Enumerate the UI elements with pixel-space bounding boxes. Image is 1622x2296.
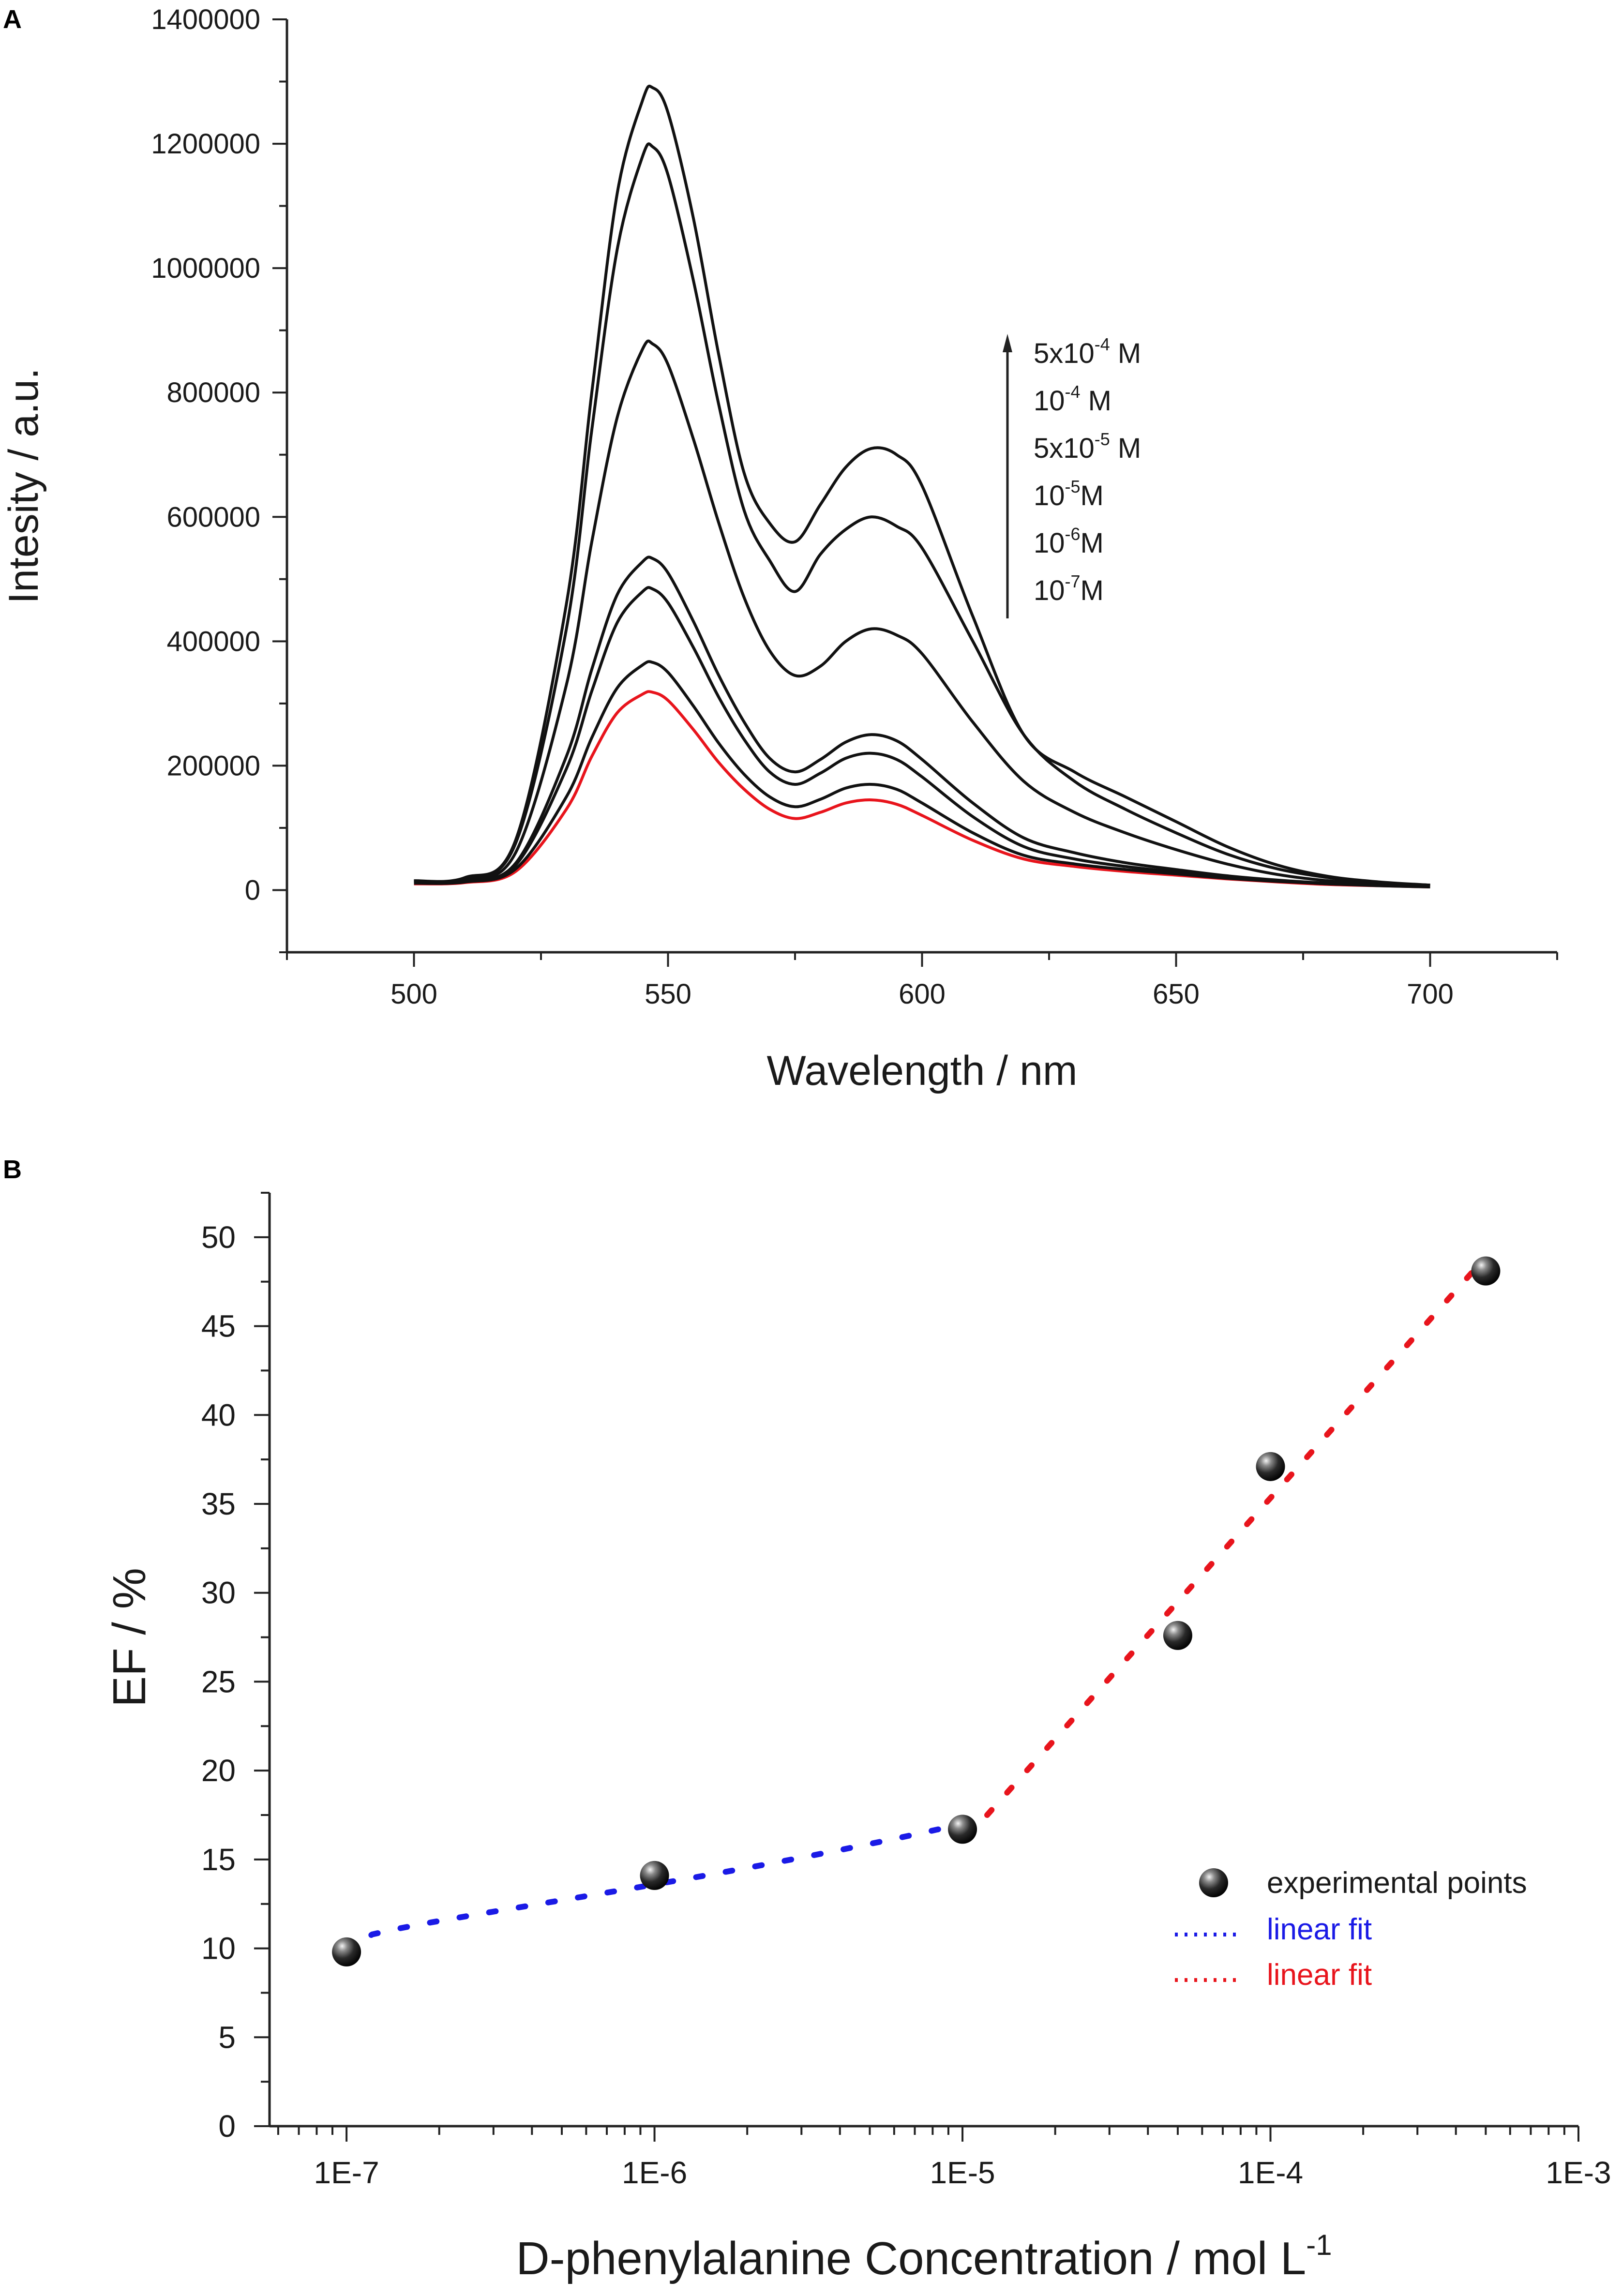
panel-a-y-tick-label: 600000 xyxy=(166,501,260,533)
panel-b-y-tick-label: 50 xyxy=(201,1220,236,1255)
panel-b-y-tick-label: 5 xyxy=(218,2020,236,2055)
spectrum-line xyxy=(414,690,1430,889)
panel-a-y-tick-label: 1200000 xyxy=(151,128,260,160)
panel-b-x-tick-label: 1E-3 xyxy=(1546,2155,1611,2190)
panel-b-y-tick-label: 45 xyxy=(201,1309,236,1344)
panel-label-a: A xyxy=(3,5,22,34)
panel-b-y-axis-label: EF / % xyxy=(104,1568,155,1707)
spectrum-line xyxy=(414,339,1430,887)
legend-label-red-fit: linear fit xyxy=(1267,1958,1372,1992)
annotation-label: 10-6M xyxy=(1034,524,1104,559)
panel-b-y-tick-label: 0 xyxy=(218,2109,236,2144)
data-point xyxy=(640,1861,669,1890)
annotation-label: 10-5M xyxy=(1034,477,1104,511)
data-point xyxy=(1471,1256,1501,1286)
spectrum-line xyxy=(414,660,1430,889)
panel-b-x-tick-label: 1E-7 xyxy=(314,2155,379,2190)
panel-a-x-tick-label: 550 xyxy=(645,978,691,1010)
panel-a-series xyxy=(414,85,1430,889)
panel-a-axes: 0 200000 400000 600000 800000 1000000 1200000 1… xyxy=(151,4,1558,1010)
annotation-arrow-head xyxy=(1003,334,1012,352)
data-point xyxy=(1163,1621,1192,1650)
panel-b-y-tick-label: 20 xyxy=(201,1753,236,1788)
panel-b-y-tick-label: 35 xyxy=(201,1486,236,1521)
legend-marker-points xyxy=(1199,1868,1228,1897)
panel-b-legend: experimental points linear fit linear fit xyxy=(1175,1866,1527,1992)
annotation-label: 10-7M xyxy=(1034,571,1104,606)
legend-label-points: experimental points xyxy=(1267,1866,1527,1900)
panel-label-b: B xyxy=(3,1155,22,1184)
panel-a-concentration-annotation: 5x10-4 M 10-4 M 5x10-5 M 10-5M 10-6M 10-7M xyxy=(1003,334,1141,618)
legend-label-blue-fit: linear fit xyxy=(1267,1913,1372,1946)
panel-b-axes: 0 5 10 15 20 25 30 35 40 45 50 1E-7 1E-6 1E-5 1E-4 1E-3 xyxy=(201,1192,1611,2190)
panel-a-x-tick-label: 700 xyxy=(1407,978,1454,1010)
annotation-label: 5x10-5 M xyxy=(1034,429,1141,464)
data-point xyxy=(1256,1452,1285,1481)
panel-a-y-tick-label: 1000000 xyxy=(151,253,260,284)
panel-b-x-tick-label: 1E-5 xyxy=(930,2155,995,2190)
panel-a-y-tick-label: 200000 xyxy=(166,750,260,781)
panel-b-y-tick-label: 15 xyxy=(201,1842,236,1877)
panel-a-y-tick-label: 0 xyxy=(245,874,260,906)
data-point xyxy=(948,1815,977,1844)
annotation-label: 5x10-4 M xyxy=(1034,334,1141,369)
panel-b-x-tick-label: 1E-6 xyxy=(622,2155,687,2190)
panel-b-y-tick-label: 40 xyxy=(201,1397,236,1432)
spectrum-line xyxy=(414,555,1430,888)
annotation-label: 10-4 M xyxy=(1034,382,1111,417)
panel-a-x-tick-label: 600 xyxy=(899,978,946,1010)
fit-line xyxy=(984,1254,1489,1818)
spectrum-line xyxy=(414,85,1430,887)
panel-b-y-tick-label: 30 xyxy=(201,1576,236,1610)
panel-b-x-axis-label: D-phenylalanine Concentration / mol L-1 xyxy=(516,2229,1332,2284)
panel-a-x-tick-label: 500 xyxy=(390,978,437,1010)
panel-b-fit-lines xyxy=(344,1254,1489,1955)
panel-a-y-axis-label: Intesity / a.u. xyxy=(0,368,47,604)
panel-a-y-tick-label: 800000 xyxy=(166,377,260,408)
panel-b-x-tick-label: 1E-4 xyxy=(1238,2155,1303,2190)
panel-a-x-axis-label: Wavelength / nm xyxy=(766,1048,1077,1094)
panel-b-points xyxy=(332,1256,1501,1966)
panel-b-y-tick-label: 25 xyxy=(201,1664,236,1699)
panel-a-y-tick-label: 1400000 xyxy=(151,4,260,35)
data-point xyxy=(332,1937,361,1966)
spectrum-line xyxy=(414,586,1430,888)
spectrum-line xyxy=(414,142,1430,887)
panel-a-x-tick-label: 650 xyxy=(1153,978,1200,1010)
panel-b-y-tick-label: 10 xyxy=(201,1931,236,1966)
panel-a-y-tick-label: 400000 xyxy=(166,626,260,657)
